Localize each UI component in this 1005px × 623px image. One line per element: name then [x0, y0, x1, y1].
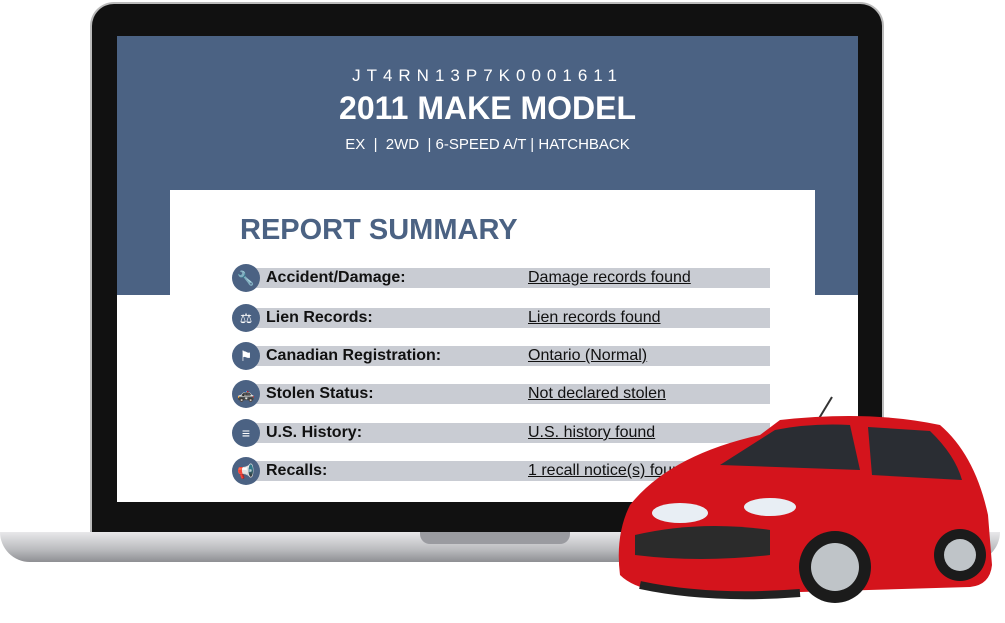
row-value-link[interactable]: Ontario (Normal)	[528, 347, 648, 364]
row-value-link[interactable]: Not declared stolen	[528, 385, 666, 402]
row-label: Recalls:	[266, 462, 328, 479]
red-car-image	[618, 396, 992, 603]
laptop-screen: JT4RN13P7K0001611 2011 MAKE MODEL EX | 2…	[117, 36, 858, 502]
summary-title: REPORT SUMMARY	[240, 214, 518, 246]
gavel-icon: ⚖	[232, 304, 260, 332]
row-label: Canadian Registration:	[266, 347, 442, 364]
summary-row: ⚖ Lien Records: Lien records found	[232, 304, 772, 332]
summary-row: ≡ U.S. History: U.S. history found	[232, 419, 772, 447]
summary-row: 🔧 Accident/Damage: Damage records found	[232, 264, 772, 292]
row-label: Stolen Status:	[266, 385, 374, 402]
summary-row: 📢 Recalls: 1 recall notice(s) found	[232, 457, 772, 485]
vin: JT4RN13P7K0001611	[352, 66, 623, 85]
summary-row: ⚑ Canadian Registration: Ontario (Normal)	[232, 342, 772, 370]
vehicle-title: 2011 MAKE MODEL	[339, 90, 636, 126]
row-label: Lien Records:	[266, 309, 373, 326]
laptop-notch	[420, 532, 570, 544]
summary-row: 🚓 Stolen Status: Not declared stolen	[232, 380, 772, 408]
row-value-link[interactable]: Damage records found	[528, 269, 691, 286]
police-car-icon: 🚓	[232, 380, 260, 408]
row-value-link[interactable]: 1 recall notice(s) found	[528, 462, 690, 479]
row-label: U.S. History:	[266, 424, 363, 441]
megaphone-icon: 📢	[232, 457, 260, 485]
row-value-link[interactable]: Lien records found	[528, 309, 661, 326]
us-flag-icon: ≡	[232, 419, 260, 447]
wrench-icon: 🔧	[232, 264, 260, 292]
report-summary-card: REPORT SUMMARY 🔧 Accident/Damage: Damage r…	[170, 190, 815, 502]
row-label: Accident/Damage:	[266, 269, 406, 286]
vehicle-specs: EX | 2WD | 6-SPEED A/T | HATCHBACK	[345, 136, 630, 153]
row-value-link[interactable]: U.S. history found	[528, 424, 656, 441]
flag-icon: ⚑	[232, 342, 260, 370]
